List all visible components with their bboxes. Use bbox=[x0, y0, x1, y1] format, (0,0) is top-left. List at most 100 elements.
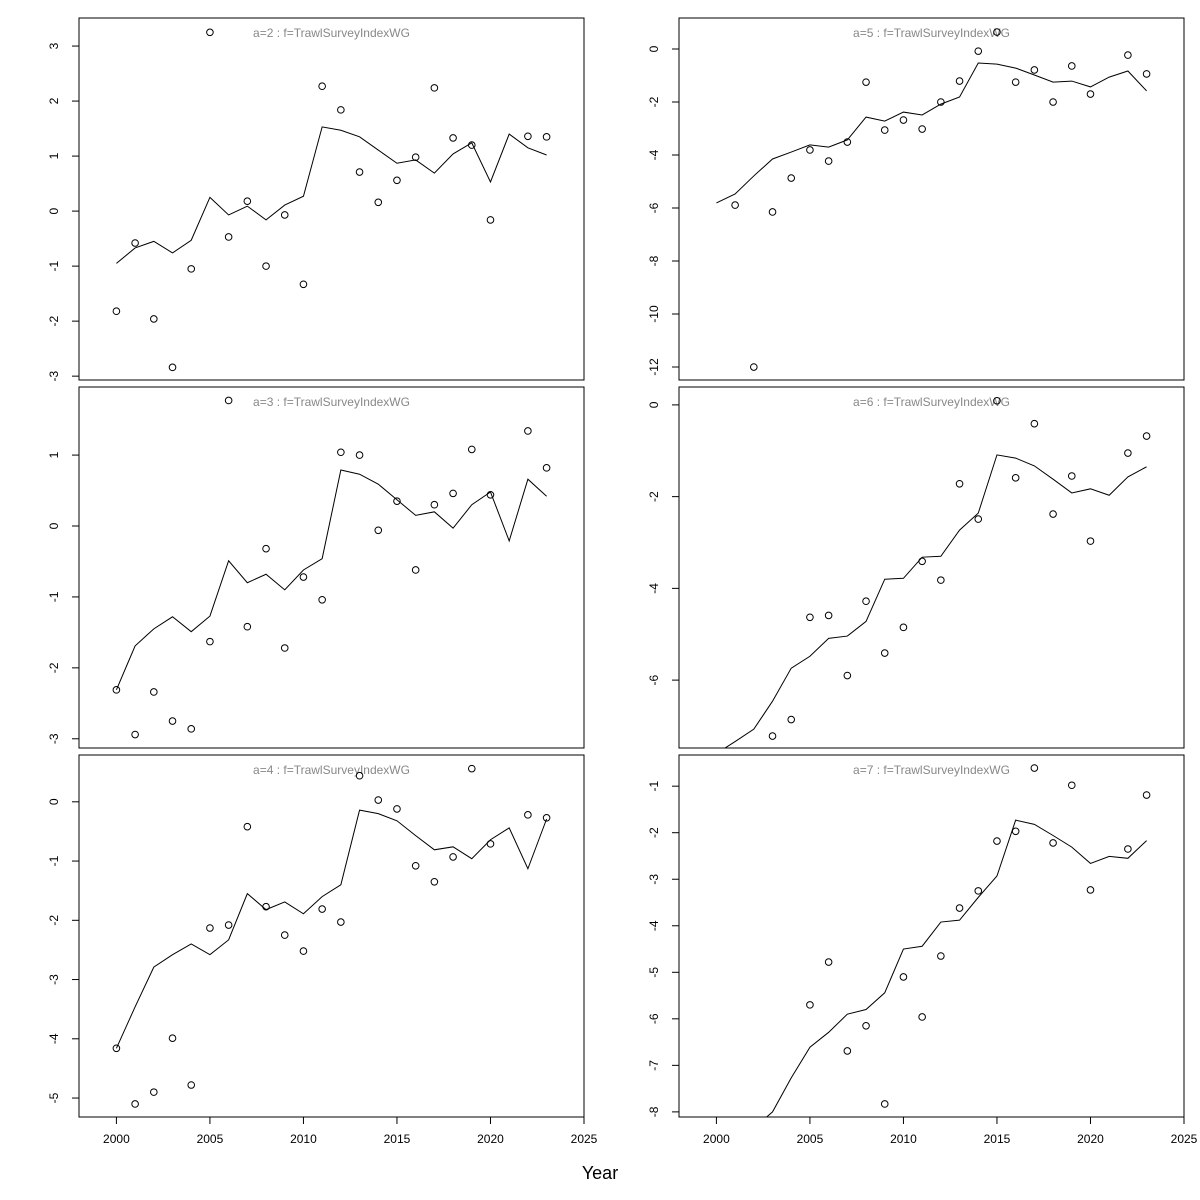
data-point bbox=[486, 840, 495, 848]
data-point bbox=[131, 1100, 139, 1108]
x-tick-label: 2010 bbox=[290, 1132, 317, 1146]
y-tick-label: -2 bbox=[47, 315, 61, 326]
data-point bbox=[168, 717, 177, 725]
data-point bbox=[824, 958, 833, 966]
data-point bbox=[374, 526, 383, 535]
plot-area bbox=[724, 396, 1151, 748]
fitted-line bbox=[716, 62, 1147, 204]
y-tick-label: 0 bbox=[47, 522, 61, 529]
y-tick-label: -4 bbox=[647, 149, 661, 160]
data-point bbox=[224, 921, 233, 929]
y-tick-label: -4 bbox=[647, 583, 661, 594]
panel-frame bbox=[78, 17, 585, 381]
x-tick-label: 2020 bbox=[1077, 1132, 1104, 1146]
data-point bbox=[806, 146, 814, 154]
data-point bbox=[411, 566, 420, 574]
y-tick-label: 1 bbox=[47, 451, 61, 458]
y-tick-label: -8 bbox=[647, 1106, 661, 1117]
data-point bbox=[206, 28, 214, 37]
data-point bbox=[824, 157, 833, 165]
data-point bbox=[467, 445, 476, 454]
plot-area bbox=[112, 396, 551, 739]
data-point bbox=[411, 861, 420, 870]
data-point bbox=[1067, 62, 1076, 70]
data-point bbox=[787, 174, 796, 182]
y-tick-label: -7 bbox=[647, 1060, 661, 1071]
data-point bbox=[337, 448, 345, 457]
data-point bbox=[243, 622, 252, 631]
data-point bbox=[862, 597, 870, 606]
data-point bbox=[280, 931, 289, 939]
data-point bbox=[355, 771, 364, 780]
data-point bbox=[918, 125, 926, 133]
data-point bbox=[1124, 449, 1132, 457]
data-point bbox=[862, 1022, 870, 1030]
y-tick-label: 0 bbox=[47, 207, 61, 214]
data-point bbox=[112, 1044, 121, 1053]
data-point bbox=[168, 1034, 177, 1043]
data-point bbox=[937, 98, 945, 106]
panel-frame bbox=[678, 17, 1185, 381]
y-tick-label: -1 bbox=[647, 781, 661, 792]
y-tick-label: 0 bbox=[47, 798, 61, 805]
data-point bbox=[1049, 839, 1057, 847]
x-tick-label: 2005 bbox=[197, 1132, 224, 1146]
data-point bbox=[880, 1100, 889, 1108]
y-tick-label: -1 bbox=[47, 591, 61, 602]
x-tick-label: 2000 bbox=[103, 1132, 130, 1146]
plot-area bbox=[112, 28, 551, 372]
data-point bbox=[787, 715, 796, 724]
data-point bbox=[899, 116, 908, 124]
data-point bbox=[262, 544, 270, 553]
data-point bbox=[430, 500, 439, 509]
panel-title: a=6 : f=TrawlSurveyIndexWG bbox=[853, 395, 1010, 409]
data-point bbox=[243, 197, 252, 206]
panel-frame bbox=[78, 754, 585, 1118]
y-tick-label: -8 bbox=[647, 255, 661, 266]
panel-frame bbox=[78, 386, 585, 749]
y-tick-label: -2 bbox=[647, 96, 661, 107]
fitted-line bbox=[116, 126, 547, 264]
data-point bbox=[731, 201, 739, 209]
data-point bbox=[112, 307, 121, 316]
data-point bbox=[899, 973, 908, 981]
data-point bbox=[430, 877, 439, 886]
data-point bbox=[1067, 472, 1076, 480]
fitted-line bbox=[115, 809, 548, 1049]
data-point bbox=[880, 649, 889, 657]
data-point bbox=[299, 280, 308, 289]
data-point bbox=[1011, 78, 1020, 86]
data-point bbox=[243, 822, 252, 831]
data-point bbox=[843, 671, 852, 680]
y-tick-label: -6 bbox=[647, 674, 661, 685]
data-point bbox=[974, 515, 983, 523]
data-point bbox=[449, 489, 457, 498]
y-tick-label: -3 bbox=[47, 974, 61, 985]
x-tick-label: 2025 bbox=[571, 1132, 598, 1146]
data-point bbox=[974, 47, 983, 55]
data-point bbox=[955, 904, 964, 912]
data-point bbox=[206, 637, 214, 646]
data-point bbox=[993, 396, 1001, 405]
data-point bbox=[880, 126, 889, 134]
data-point bbox=[1142, 791, 1151, 799]
data-point bbox=[449, 853, 457, 861]
x-tick-label: 2005 bbox=[797, 1132, 824, 1146]
data-point bbox=[131, 730, 139, 739]
x-tick-label: 2025 bbox=[1171, 1132, 1198, 1146]
data-point bbox=[1142, 432, 1151, 440]
data-point bbox=[206, 924, 214, 932]
y-tick-label: -3 bbox=[647, 874, 661, 885]
data-point bbox=[318, 82, 326, 91]
data-point bbox=[318, 905, 326, 913]
data-point bbox=[1086, 886, 1095, 894]
data-point bbox=[1142, 70, 1151, 78]
y-tick-label: -2 bbox=[647, 827, 661, 838]
data-point bbox=[486, 216, 495, 224]
data-point bbox=[150, 688, 158, 696]
x-tick-label: 2015 bbox=[984, 1132, 1011, 1146]
data-point bbox=[262, 262, 270, 270]
y-tick-label: 0 bbox=[647, 401, 661, 408]
data-point bbox=[1124, 845, 1132, 853]
